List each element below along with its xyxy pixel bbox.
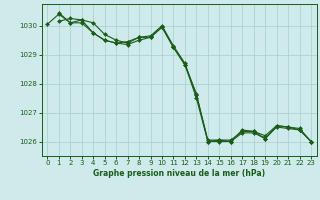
X-axis label: Graphe pression niveau de la mer (hPa): Graphe pression niveau de la mer (hPa) [93,169,265,178]
